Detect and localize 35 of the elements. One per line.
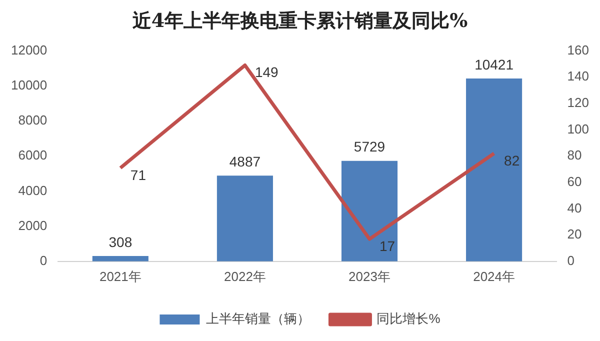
y-tick-label: 8000 bbox=[18, 112, 48, 128]
bar bbox=[466, 78, 522, 262]
data-label: 4887 bbox=[229, 153, 261, 170]
x-tick-label: 2022年 bbox=[224, 268, 266, 284]
data-label: 5729 bbox=[354, 138, 386, 155]
data-label: 71 bbox=[130, 166, 146, 183]
y2-tick-label: 160 bbox=[567, 42, 590, 58]
y-tick-label: 12000 bbox=[10, 42, 48, 58]
legend-label: 上半年销量（辆） bbox=[206, 311, 310, 326]
x-tick-label: 2021年 bbox=[99, 268, 142, 284]
y2-tick-label: 100 bbox=[567, 121, 590, 136]
y2-tick-label: 140 bbox=[567, 68, 590, 84]
chart-title: 近4年上半年换电重卡累计销量及同比% bbox=[131, 9, 469, 34]
data-label: 308 bbox=[108, 234, 132, 250]
legend-label: 同比增长% bbox=[376, 311, 441, 326]
x-tick-label: 2023年 bbox=[348, 268, 390, 284]
y-tick-label: 2000 bbox=[18, 218, 48, 233]
x-tick-label: 2024年 bbox=[473, 268, 515, 284]
y2-tick-label: 40 bbox=[567, 200, 582, 216]
data-label: 17 bbox=[380, 238, 396, 254]
y2-tick-label: 20 bbox=[567, 226, 582, 242]
y-tick-label: 4000 bbox=[18, 182, 48, 198]
data-label: 82 bbox=[504, 152, 520, 168]
bar bbox=[341, 160, 398, 262]
y-tick-label: 0 bbox=[40, 252, 48, 268]
bar bbox=[216, 176, 273, 262]
y-tick-label: 6000 bbox=[18, 148, 48, 163]
y2-tick-label: 120 bbox=[567, 95, 590, 110]
bar bbox=[92, 256, 148, 262]
y2-tick-label: 80 bbox=[567, 148, 582, 163]
y2-tick-label: 60 bbox=[567, 174, 582, 190]
y-tick-label: 10000 bbox=[10, 77, 48, 92]
data-label: 149 bbox=[254, 64, 279, 80]
data-label: 10421 bbox=[474, 56, 514, 72]
y2-tick-label: 0 bbox=[567, 252, 575, 268]
